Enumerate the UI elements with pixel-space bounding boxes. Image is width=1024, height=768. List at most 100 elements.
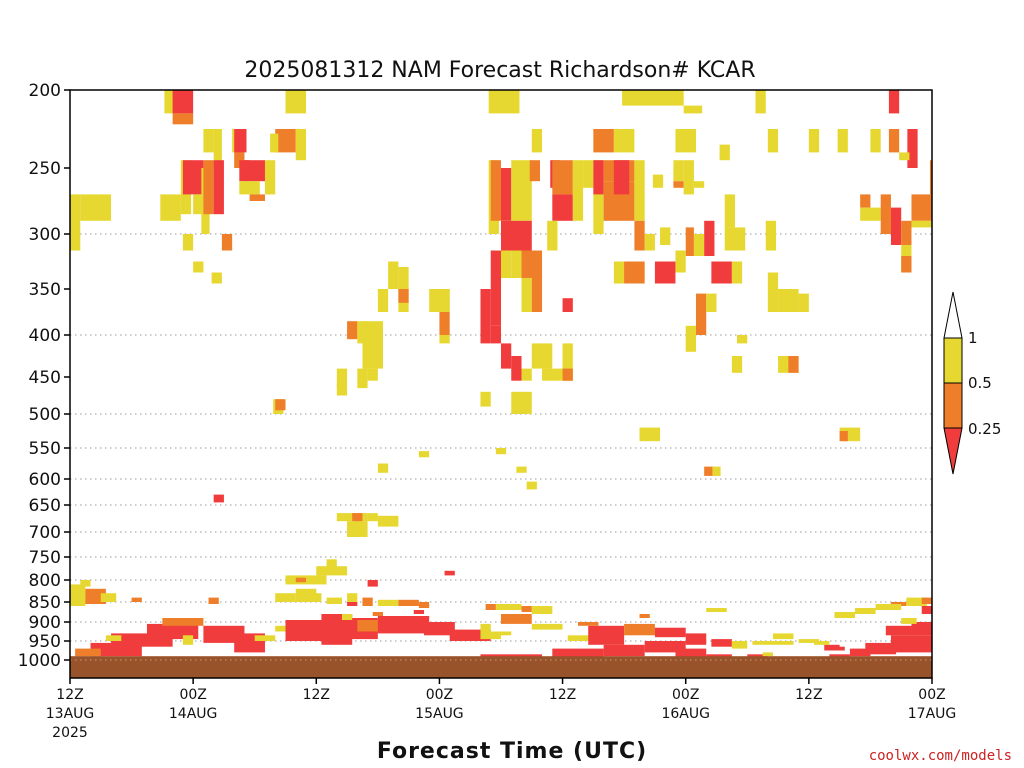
legend-label-2: 0.25 <box>968 420 1001 438</box>
cell-72 <box>644 234 655 251</box>
x-axis-label: Forecast Time (UTC) <box>377 739 647 764</box>
cell-122 <box>624 261 645 284</box>
cell-239 <box>341 614 353 620</box>
cell-238 <box>275 625 286 632</box>
cell-50 <box>511 160 532 221</box>
y-tick-label-250: 250 <box>29 159 61 179</box>
x-tick-label-6: 12Z <box>795 687 822 703</box>
cell-211 <box>162 618 204 626</box>
cell-89 <box>388 261 399 289</box>
cell-200 <box>829 654 850 659</box>
cell-88 <box>901 256 912 273</box>
cell-24 <box>837 129 848 153</box>
cell-2 <box>172 113 194 125</box>
cell-31 <box>193 194 204 215</box>
cell-134 <box>737 335 748 344</box>
cell-63 <box>652 174 664 188</box>
cell-73 <box>660 227 671 245</box>
cell-25 <box>870 129 881 153</box>
y-tick-label-400: 400 <box>29 326 61 346</box>
cell-22 <box>767 129 779 153</box>
cell-61 <box>613 160 630 195</box>
cell-226 <box>624 623 655 636</box>
cell-163 <box>444 570 455 576</box>
cell-92 <box>398 289 409 303</box>
cell-245 <box>639 614 650 618</box>
cell-83 <box>901 220 912 245</box>
cell-126 <box>706 293 717 312</box>
cell-203 <box>890 635 932 653</box>
cell-175 <box>347 593 358 602</box>
cell-243 <box>501 631 512 636</box>
cell-96 <box>439 335 450 344</box>
cell-62 <box>634 160 645 221</box>
chart-title: 2025081312 NAM Forecast Richardson# KCAR <box>244 58 755 83</box>
cell-164 <box>367 580 378 587</box>
cell-199 <box>747 654 768 659</box>
cell-247 <box>772 633 794 640</box>
y-axis: 200 250 300 350 400 450 500 550 600 650 700 750 8008… <box>18 81 70 671</box>
cell-240 <box>372 612 383 616</box>
cell-135 <box>731 356 743 373</box>
cell-224 <box>567 635 599 641</box>
cell-26 <box>888 129 900 153</box>
heatmap-cells <box>70 90 932 660</box>
cell-30 <box>182 160 204 195</box>
cell-100 <box>367 368 378 381</box>
cell-157 <box>377 515 399 527</box>
cell-118 <box>562 298 573 312</box>
cell-184 <box>531 606 553 614</box>
cell-18 <box>593 129 614 153</box>
cell-144 <box>839 431 848 442</box>
x-tick-label-4: 12Z <box>549 687 576 703</box>
cell-33 <box>203 160 214 215</box>
cell-168 <box>100 593 117 602</box>
cell-225 <box>588 625 625 645</box>
x-axis: 12Z 13AUG 2025 00Z 14AUG 12Z 00Z 15AUG 12Z 00Z 16A… <box>46 678 956 741</box>
cell-167 <box>80 580 91 587</box>
legend: 1 0.5 0.25 <box>943 291 1001 475</box>
y-tick-label-600: 600 <box>29 470 61 490</box>
cell-68 <box>724 194 735 228</box>
cell-111 <box>501 343 512 369</box>
x-tick-label-1: 00Z <box>179 687 206 703</box>
cell-177 <box>362 597 373 606</box>
cell-97 <box>347 321 358 340</box>
cell-82 <box>890 207 902 245</box>
y-tick-label-550: 550 <box>29 439 61 459</box>
cell-130 <box>685 325 696 352</box>
cell-34 <box>213 160 224 215</box>
cell-165 <box>70 584 86 606</box>
cell-123 <box>654 261 676 284</box>
cell-236 <box>182 635 194 645</box>
cell-47 <box>490 160 501 221</box>
credit-text: coolwx.com/models <box>869 748 1012 764</box>
cell-139 <box>336 384 348 396</box>
cell-187 <box>906 597 927 606</box>
cell-198 <box>706 654 732 659</box>
cell-190 <box>855 608 876 614</box>
cell-148 <box>516 466 527 473</box>
cell-43 <box>70 194 81 251</box>
cell-75 <box>693 234 705 256</box>
x-tick-year-0: 2025 <box>52 725 88 741</box>
y-tick-label-700: 700 <box>29 523 61 543</box>
legend-bin-above-1 <box>943 291 963 339</box>
legend-label-1: 0.5 <box>968 374 992 392</box>
cell-101 <box>336 368 348 389</box>
y-tick-label-650: 650 <box>29 496 61 516</box>
y-tick-label-350: 350 <box>29 280 61 300</box>
cell-27 <box>907 129 918 168</box>
y-tick-label-750: 750 <box>29 548 61 568</box>
cell-113 <box>521 368 532 381</box>
cell-138 <box>211 272 222 284</box>
cell-99 <box>362 321 383 369</box>
cell-81 <box>880 194 891 234</box>
cell-14 <box>275 129 296 153</box>
cell-229 <box>711 639 732 647</box>
cell-231 <box>752 641 794 645</box>
y-tick-label-300: 300 <box>29 225 61 245</box>
cell-102 <box>357 368 368 389</box>
cell-94 <box>439 289 450 312</box>
cell-158 <box>326 559 337 569</box>
